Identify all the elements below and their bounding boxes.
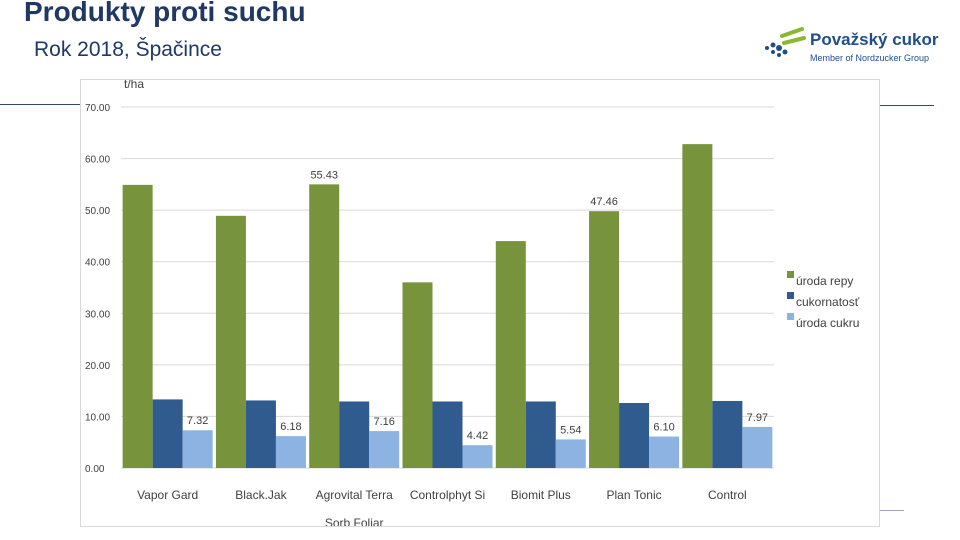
bar [152, 399, 183, 468]
bar [432, 401, 463, 468]
bar [649, 436, 680, 468]
bar [245, 400, 276, 468]
y-tick-label: 0.00 [85, 464, 105, 475]
x-category-label: Vapor Gard [137, 488, 198, 502]
data-label: 6.10 [653, 422, 674, 434]
logo-mark-icon [765, 27, 806, 57]
header-rule-left [0, 104, 80, 105]
y-tick-label: 10.00 [85, 412, 110, 423]
logo-name: Považský cukor [810, 30, 939, 49]
legend-swatch [787, 271, 794, 278]
y-tick-label: 20.00 [85, 361, 110, 372]
bar [462, 445, 493, 468]
footer-rule [878, 510, 904, 511]
bar [182, 430, 213, 468]
x-category-label: Controlphyt Si [410, 488, 485, 502]
bar [619, 403, 650, 468]
bar [712, 400, 743, 468]
x-category-label: Plan Tonic [606, 488, 661, 502]
y-tick-label: 30.00 [85, 309, 110, 320]
legend-swatch [787, 292, 794, 299]
chart-bars [122, 144, 773, 468]
y-tick-label: 40.00 [85, 258, 110, 269]
bar [495, 241, 526, 468]
company-logo: Považský cukor Member of Nordzucker Grou… [762, 26, 942, 68]
data-label: 4.42 [467, 430, 488, 442]
bar [589, 211, 620, 468]
x-category-label: Sorb Foliar [325, 516, 384, 526]
y-axis-label: t/ha [124, 80, 144, 91]
bar [215, 215, 246, 468]
data-label: 7.32 [187, 415, 208, 427]
data-label: 55.43 [310, 169, 338, 181]
bar [369, 431, 400, 468]
x-category-label: Biomit Plus [511, 488, 571, 502]
data-label: 47.46 [590, 196, 618, 208]
logo-tagline: Member of Nordzucker Group [810, 53, 930, 63]
x-category-label: Control [708, 488, 747, 502]
legend-entry: úroda repy [796, 274, 853, 288]
data-label: 5.54 [560, 424, 581, 436]
bar [309, 184, 340, 468]
bar [682, 144, 713, 468]
legend-swatch [787, 313, 794, 320]
legend-entry: cukornatosť [796, 295, 860, 309]
y-axis-ticks: 0.00 10.00 20.00 30.00 40.00 50.00 60.00 70.00 [85, 103, 110, 475]
data-label: 6.18 [280, 421, 301, 433]
data-label: 7.97 [747, 412, 768, 424]
header-rule-right [878, 105, 934, 106]
x-category-label: Black.Jak [235, 488, 287, 502]
bar [339, 401, 370, 468]
y-tick-label: 70.00 [85, 103, 110, 114]
y-tick-label: 50.00 [85, 206, 110, 217]
bar [402, 282, 433, 468]
x-category-label: Agrovital Terra [316, 488, 393, 502]
chart-legend: úroda repy cukornatosť úroda cukru [787, 271, 860, 330]
x-axis-categories: Vapor Gard Black.Jak Agrovital Terra Sorb F… [137, 488, 747, 530]
bar [742, 426, 773, 468]
legend-entry: úroda cukru [796, 316, 859, 330]
bar-chart: 0.0010.0020.0030.0040.0050.0060.0070.00 … [85, 77, 860, 530]
bar [525, 401, 556, 468]
y-tick-label: 60.00 [85, 155, 110, 166]
bar [122, 184, 153, 468]
bar [555, 439, 586, 468]
bar [275, 436, 306, 468]
value-labels: 55.43 47.46 7.32 6.18 7.16 4.42 5.54 6.10 7.97 [187, 169, 768, 442]
slide-title: Produkty proti suchu [24, 0, 306, 27]
slide-subtitle: Rok 2018, Špačince [34, 38, 222, 61]
chart-container: 0.00 10.00 20.00 30.00 40.00 50.00 60.00 70.00 … [80, 77, 880, 530]
data-label: 7.16 [374, 416, 395, 428]
